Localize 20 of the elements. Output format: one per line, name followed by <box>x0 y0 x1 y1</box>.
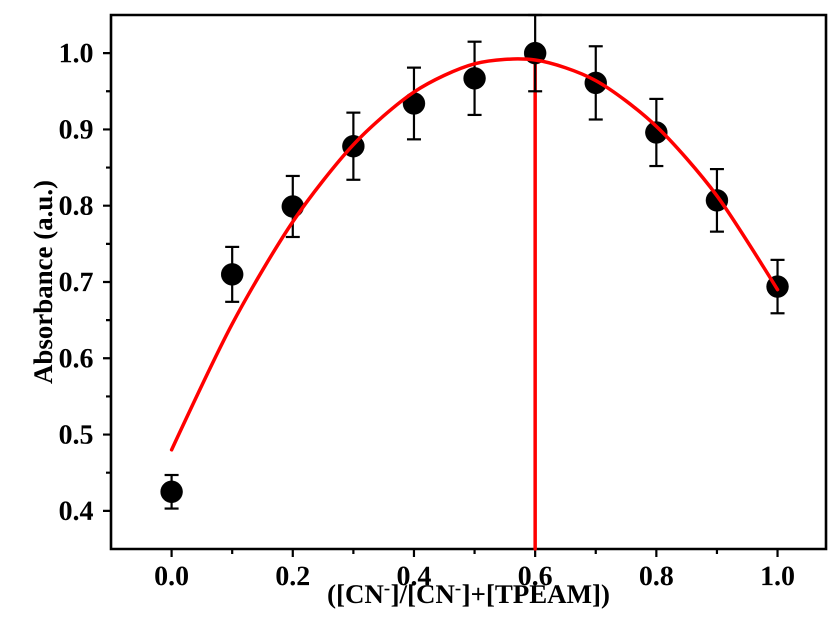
y-tick-label: 0.6 <box>60 348 93 368</box>
y-tick-label: 0.4 <box>60 501 93 520</box>
point <box>160 480 183 503</box>
point <box>402 92 426 115</box>
y-tick-label: 0.9 <box>60 120 92 139</box>
y-tick-label: 0.5 <box>60 425 92 444</box>
x-tick-label: 0.8 <box>640 566 673 586</box>
x-tick-label: 0.2 <box>276 566 310 586</box>
x-axis-title: ([CN$^{-}$]/[CN$^{-}$]+[TPEAM]) <box>328 584 609 609</box>
y-axis-title: Absorbance (a.u.) <box>33 181 58 384</box>
x-tick-label: 0.4 <box>398 566 431 586</box>
point <box>282 195 304 218</box>
x-tick-label: 0.0 <box>155 566 188 586</box>
x-tick-label: 1.0 <box>762 566 794 586</box>
y-tick-label: 0.7 <box>60 272 93 292</box>
point <box>463 67 486 90</box>
point <box>220 263 244 286</box>
y-tick-label: 1.0 <box>60 44 92 63</box>
x-tick-label: 0.6 <box>518 566 552 586</box>
y-tick-label: 0.8 <box>60 196 93 216</box>
